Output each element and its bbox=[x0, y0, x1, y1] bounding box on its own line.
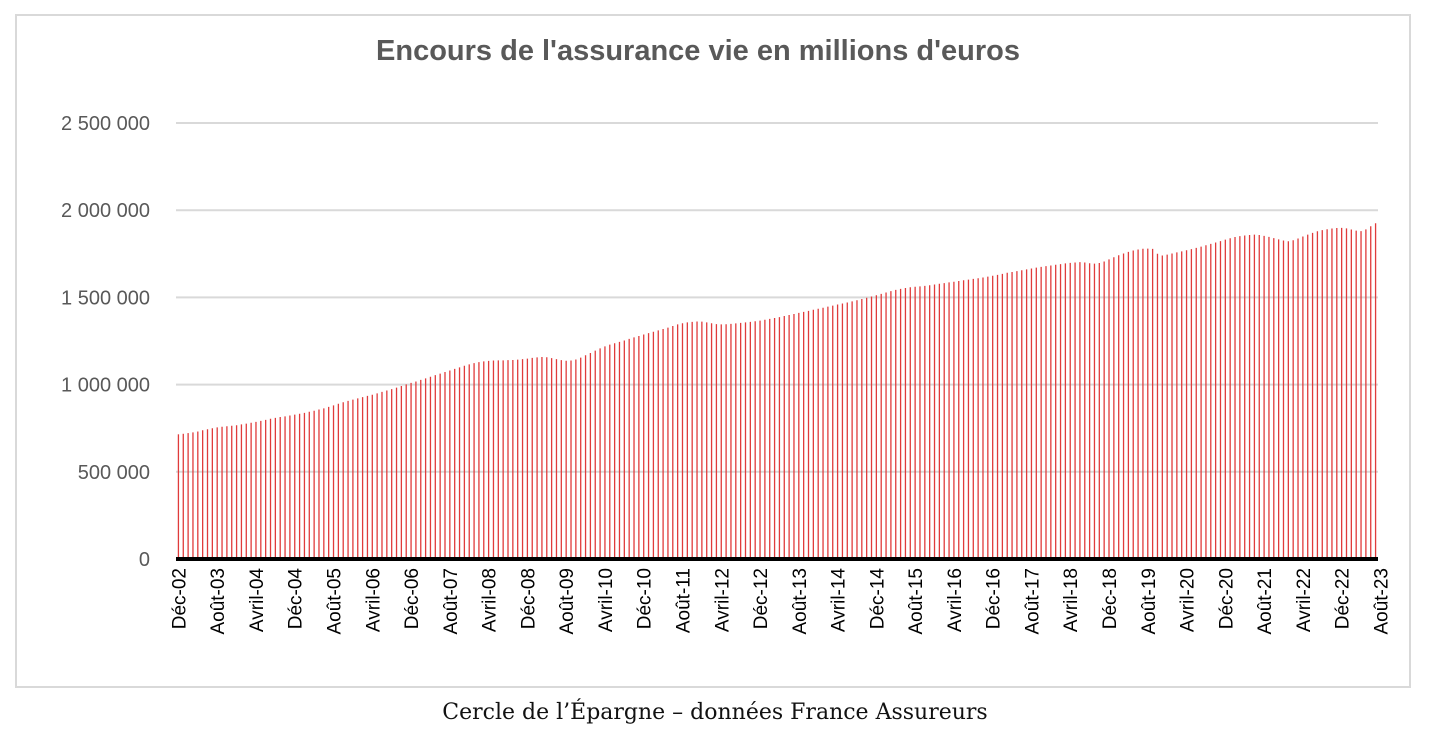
y-axis-ticks: 0 500 000 1 000 000 1 500 000 2 000 000 2 500… bbox=[61, 113, 150, 571]
y-tick-label: 1 000 000 bbox=[61, 375, 150, 397]
x-tick-label: Déc-20 bbox=[1216, 568, 1237, 629]
bars bbox=[177, 223, 1377, 559]
x-tick-label: Août-09 bbox=[557, 568, 578, 635]
y-tick-label: 2 500 000 bbox=[61, 113, 150, 135]
x-tick-label: Avril-06 bbox=[363, 568, 384, 632]
gridlines bbox=[176, 122, 1378, 473]
x-tick-label: Déc-16 bbox=[984, 568, 1005, 629]
x-tick-label: Avril-16 bbox=[945, 568, 966, 632]
y-tick-label: 500 000 bbox=[78, 462, 150, 484]
x-tick-label: Avril-04 bbox=[247, 568, 268, 632]
x-tick-label: Août-17 bbox=[1022, 568, 1043, 635]
x-tick-label: Déc-18 bbox=[1100, 568, 1121, 629]
chart: Encours de l'assurance vie en millions d… bbox=[61, 35, 1392, 635]
x-tick-label: Août-21 bbox=[1255, 568, 1276, 635]
x-tick-label: Déc-02 bbox=[169, 568, 190, 629]
x-tick-label: Avril-20 bbox=[1178, 568, 1199, 632]
x-tick-label: Déc-10 bbox=[635, 568, 656, 629]
x-tick-label: Déc-12 bbox=[751, 568, 772, 629]
chart-frame bbox=[15, 14, 1411, 688]
x-tick-label: Déc-22 bbox=[1333, 568, 1354, 629]
figure-caption: Cercle de l’Épargne – données France Ass… bbox=[442, 700, 988, 725]
x-tick-label: Avril-10 bbox=[596, 568, 617, 632]
y-tick-label: 0 bbox=[139, 549, 150, 571]
y-tick-label: 1 500 000 bbox=[61, 287, 150, 309]
x-tick-label: Avril-14 bbox=[829, 568, 850, 632]
x-tick-label: Avril-18 bbox=[1061, 568, 1082, 632]
x-tick-label: Avril-08 bbox=[480, 568, 501, 632]
x-axis-ticks: Déc-02 Août-03 Avril-04 Déc-04 Août-05 Avril-… bbox=[169, 568, 1392, 635]
x-tick-label: Août-13 bbox=[790, 568, 811, 635]
x-tick-label: Août-05 bbox=[325, 568, 346, 635]
x-tick-label: Août-03 bbox=[208, 568, 229, 635]
x-tick-label: Déc-06 bbox=[402, 568, 423, 629]
x-tick-label: Août-07 bbox=[441, 568, 462, 635]
x-tick-label: Avril-22 bbox=[1294, 568, 1315, 632]
x-tick-label: Août-23 bbox=[1371, 568, 1392, 635]
chart-title: Encours de l'assurance vie en millions d… bbox=[376, 35, 1020, 67]
x-tick-label: Déc-04 bbox=[286, 568, 307, 630]
x-tick-label: Août-15 bbox=[906, 568, 927, 635]
x-tick-label: Déc-08 bbox=[518, 568, 539, 629]
x-tick-label: Août-19 bbox=[1139, 568, 1160, 635]
y-tick-label: 2 000 000 bbox=[61, 200, 150, 222]
x-tick-label: Avril-12 bbox=[712, 568, 733, 632]
x-tick-label: Déc-14 bbox=[867, 568, 888, 630]
x-tick-label: Août-11 bbox=[673, 568, 694, 633]
